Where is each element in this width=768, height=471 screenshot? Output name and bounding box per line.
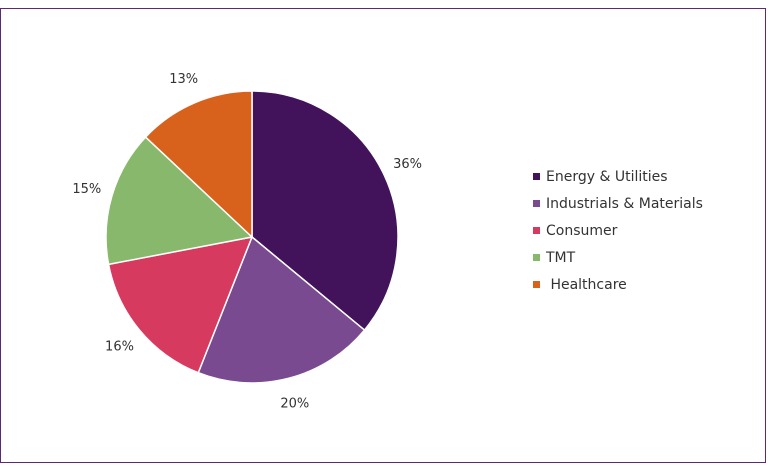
legend-swatch — [533, 200, 540, 207]
pie-slice-healthcare — [144, 90, 253, 239]
legend-label: Healthcare — [546, 276, 627, 293]
legend-label: Consumer — [546, 222, 618, 239]
pie-slice-tmt — [105, 135, 254, 266]
legend-item-industrials-materials: Industrials & Materials — [533, 190, 703, 217]
legend-label: Energy & Utilities — [546, 168, 668, 185]
pie-slices — [105, 90, 399, 384]
legend-swatch — [533, 173, 540, 180]
data-label-tmt: 15% — [72, 182, 101, 197]
pie-slice-energy-utilities — [251, 90, 399, 332]
pie-labels: 36% 20% 16% 15% 13% — [72, 72, 422, 412]
legend-label: TMT — [546, 249, 576, 266]
data-label-consumer: 16% — [105, 340, 134, 355]
data-label-energy-utilities: 36% — [393, 157, 422, 172]
pie-slice-industrials-materials — [197, 235, 366, 384]
legend-item-tmt: TMT — [533, 244, 703, 271]
data-label-healthcare: 13% — [169, 72, 198, 87]
legend-swatch — [533, 227, 540, 234]
legend-item-consumer: Consumer — [533, 217, 703, 244]
legend-swatch — [533, 281, 540, 288]
legend-item-energy-utilities: Energy & Utilities — [533, 163, 703, 190]
legend-item-healthcare: Healthcare — [533, 271, 703, 298]
legend: Energy & Utilities Industrials & Material… — [533, 163, 703, 298]
pie-slice-consumer — [107, 236, 254, 374]
legend-swatch — [533, 254, 540, 261]
legend-label: Industrials & Materials — [546, 195, 703, 212]
data-label-industrials-materials: 20% — [280, 397, 309, 412]
